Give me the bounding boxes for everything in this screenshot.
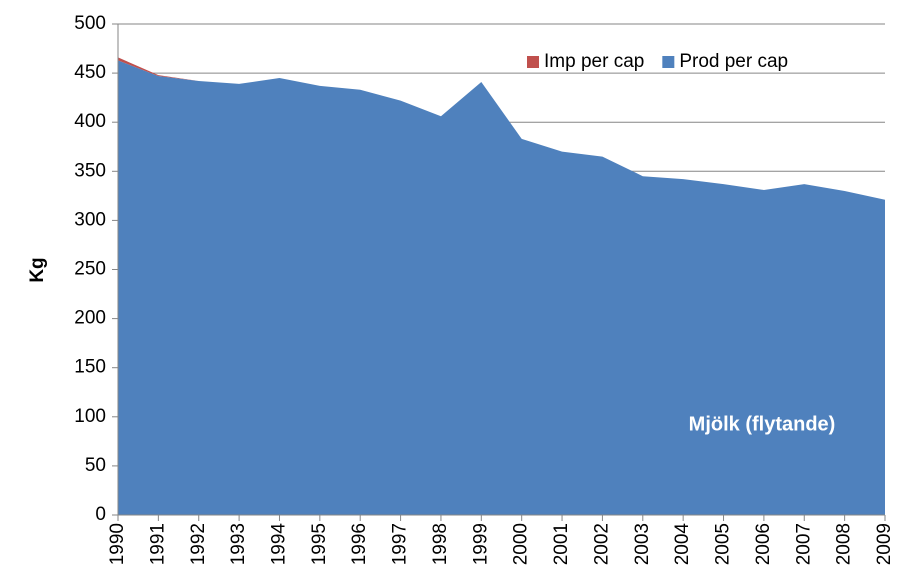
y-tick-label: 450: [74, 62, 106, 83]
x-tick-label: 2008: [834, 523, 855, 565]
x-tick-label: 1996: [349, 523, 370, 565]
x-tick-label: 1999: [470, 523, 491, 565]
y-tick-label: 350: [74, 160, 106, 181]
x-tick-label: 2002: [591, 523, 612, 565]
y-axis-label: Kg: [27, 257, 48, 282]
legend-swatch: [662, 56, 675, 68]
y-tick-label: 50: [85, 455, 106, 476]
y-tick-label: 300: [74, 209, 106, 230]
x-tick-label: 1995: [309, 523, 330, 565]
x-tick-label: 1997: [390, 523, 411, 565]
annotation: Mjölk (flytande): [689, 413, 836, 435]
x-tick-label: 2006: [753, 523, 774, 565]
y-tick-label: 150: [74, 357, 106, 378]
legend: Imp per cap Prod per cap: [527, 51, 788, 72]
legend-swatch: [527, 56, 539, 68]
x-tick-label: 2009: [874, 523, 895, 565]
y-tick-label: 200: [74, 308, 106, 329]
x-tick-label: 1990: [107, 523, 128, 565]
x-tick-label: 1993: [228, 523, 249, 565]
x-tick-label: 2004: [672, 523, 693, 566]
x-tick-label: 1991: [147, 523, 168, 565]
x-tick-label: 2001: [551, 523, 572, 565]
x-tick-label: 1998: [430, 523, 451, 565]
x-tick-label: 2007: [793, 523, 814, 565]
y-tick-label: 400: [74, 111, 106, 132]
y-tick-label: 100: [74, 406, 106, 427]
legend-label: Prod per cap: [679, 51, 788, 72]
y-tick-label: 0: [95, 504, 106, 525]
x-tick-label: 2000: [511, 523, 532, 565]
y-tick-label: 500: [74, 13, 106, 34]
y-tick-label: 250: [74, 259, 106, 280]
legend-label: Imp per cap: [544, 51, 644, 72]
x-tick-label: 1992: [188, 523, 209, 565]
area: [118, 60, 885, 516]
x-tick-label: 2003: [632, 523, 653, 565]
x-tick-label: 2005: [713, 523, 734, 565]
x-tick-label: 1994: [268, 523, 289, 566]
